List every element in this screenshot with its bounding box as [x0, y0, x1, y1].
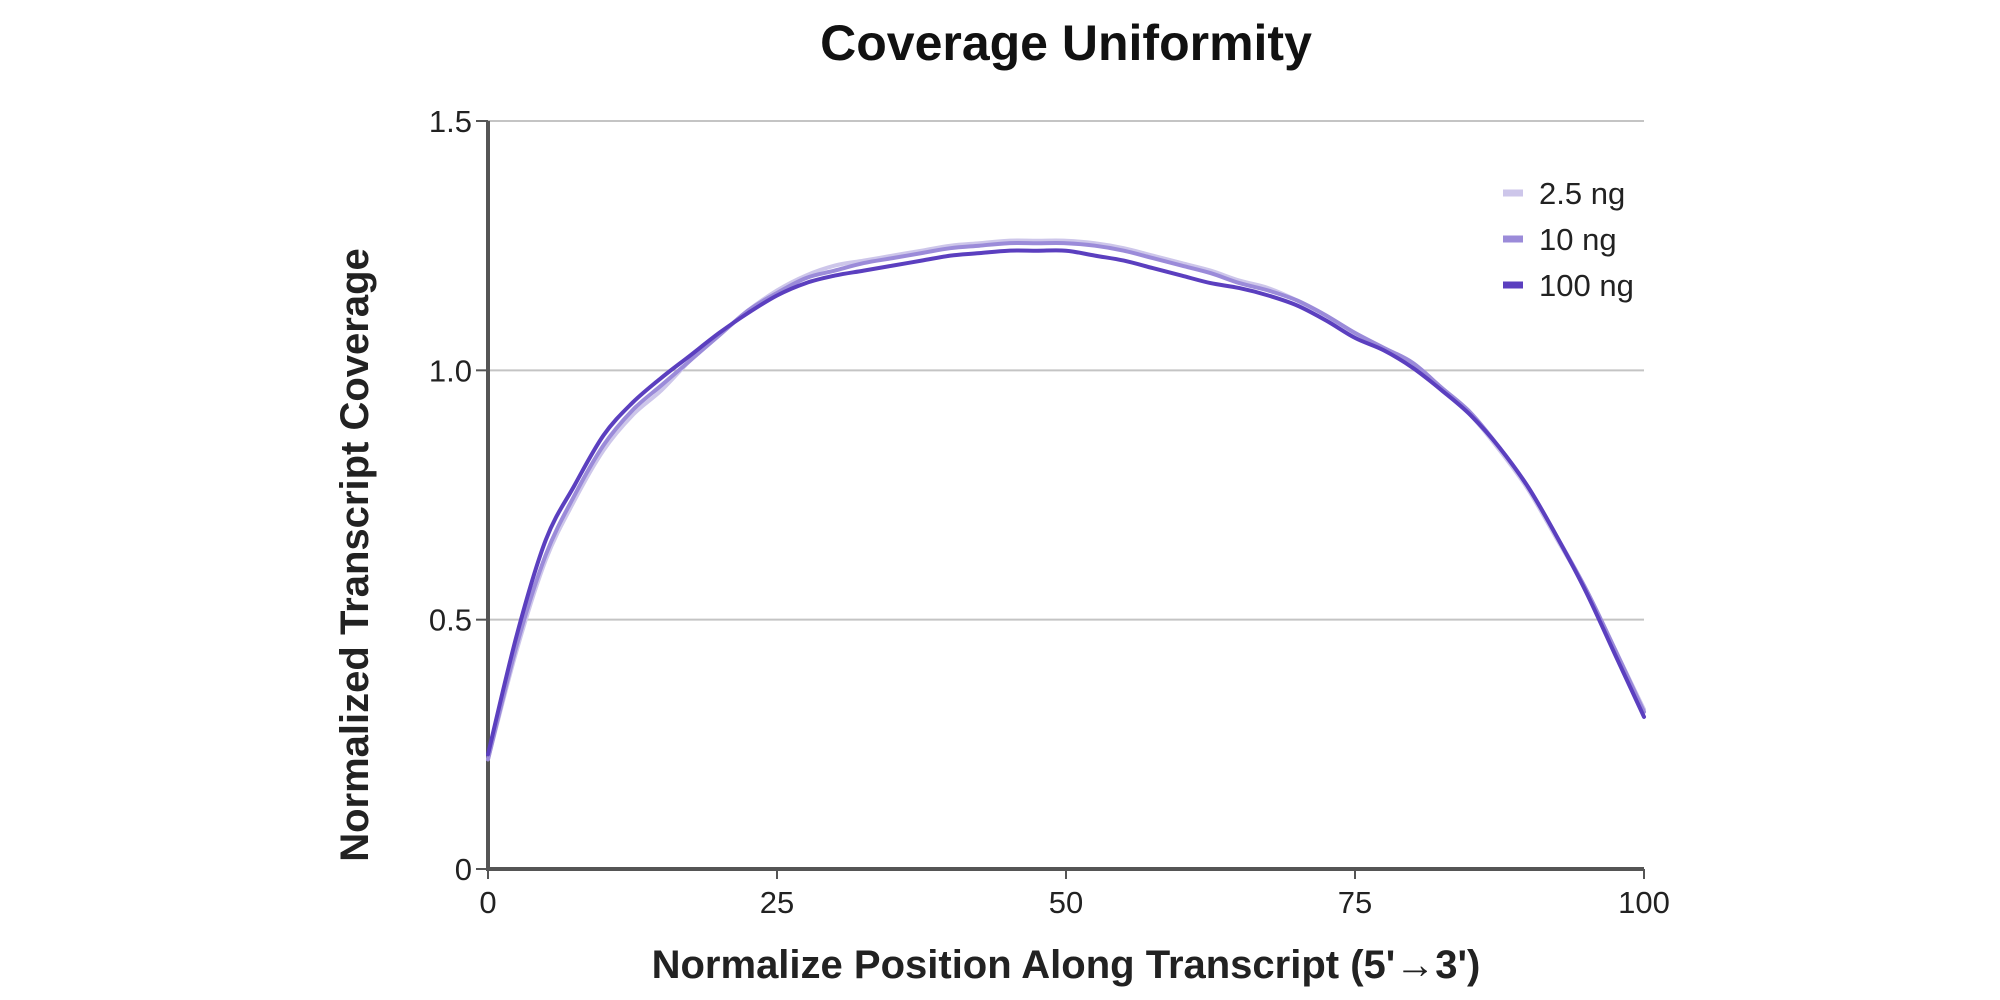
y-tick-label-3: 1.5 — [429, 104, 472, 139]
x-tick-label-0: 0 — [479, 885, 496, 920]
chart-title: Coverage Uniformity — [820, 15, 1312, 71]
x-tick-label-4: 100 — [1618, 885, 1670, 920]
series-line-1 — [486, 241, 1646, 762]
legend: 2.5 ng 10 ng 100 ng — [1503, 176, 1634, 303]
axes — [476, 120, 1645, 879]
y-tick-label-2: 1.0 — [429, 353, 472, 388]
gridlines — [488, 120, 1644, 621]
x-tick-label-1: 25 — [760, 885, 794, 920]
x-tick-label-2: 50 — [1049, 885, 1083, 920]
series-line-2 — [486, 248, 1646, 757]
x-tick-label-3: 75 — [1338, 885, 1372, 920]
x-axis-title: Normalize Position Along Transcript (5'→… — [652, 943, 1481, 987]
series-lines — [486, 238, 1646, 762]
y-tick-label-0: 0 — [455, 852, 472, 887]
legend-label-0: 2.5 ng — [1539, 176, 1625, 211]
legend-label-2: 100 ng — [1539, 268, 1634, 303]
legend-label-1: 10 ng — [1539, 222, 1617, 257]
y-tick-label-1: 0.5 — [429, 603, 472, 638]
series-line-0 — [486, 238, 1646, 762]
y-axis-title: Normalized Transcript Coverage — [333, 248, 377, 862]
tick-labels: 0 0.5 1.0 1.5 0 25 50 75 100 — [429, 104, 1670, 920]
